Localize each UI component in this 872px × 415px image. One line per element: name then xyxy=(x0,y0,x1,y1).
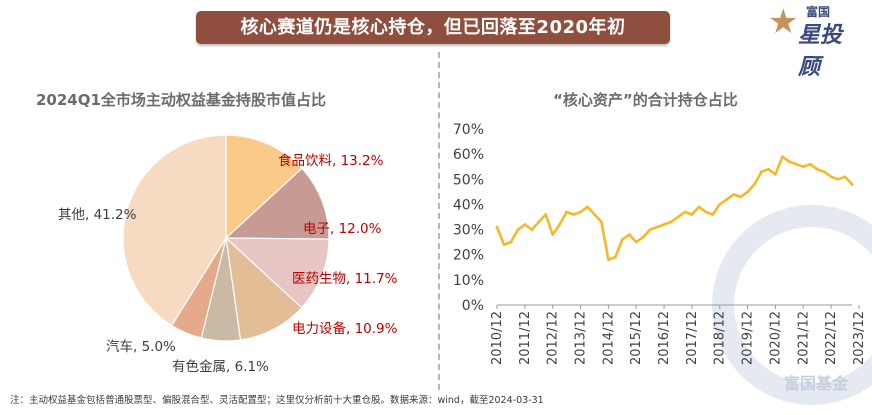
x-tick-label: 2022/12 xyxy=(824,311,839,365)
data-point xyxy=(794,162,798,166)
data-point xyxy=(634,240,638,244)
x-tick-label: 2020/12 xyxy=(768,311,783,365)
data-point xyxy=(544,213,548,216)
data-point xyxy=(781,155,784,159)
star-icon: ★ xyxy=(768,2,799,42)
pie-slice xyxy=(224,167,330,240)
data-point xyxy=(746,190,749,194)
watermark-text: 富国基金 xyxy=(784,374,849,393)
data-point xyxy=(774,172,777,176)
pie-slice-label: 电子, 12.0% xyxy=(303,221,382,237)
x-tick-label: 2019/12 xyxy=(741,311,756,365)
data-point xyxy=(704,210,708,214)
pie-slice-label: 汽车, 5.0% xyxy=(106,338,176,355)
data-point xyxy=(767,167,770,171)
data-point xyxy=(613,255,617,259)
footnote: 注：主动权益基金包括普通股票型、偏股混合型、灵活配置型；这里仅分析前十大重仓股。… xyxy=(10,395,544,406)
data-point xyxy=(648,228,652,231)
data-point xyxy=(739,195,742,199)
data-point xyxy=(683,210,687,214)
data-point xyxy=(572,213,575,216)
x-tick-label: 2015/12 xyxy=(629,311,644,365)
pie-slice xyxy=(225,236,303,341)
data-point xyxy=(655,225,659,229)
logo-main-text: 星投顾 xyxy=(798,23,843,80)
pie-slice-label: 医药生物, 11.7% xyxy=(292,271,398,287)
x-tick-label: 2023/12 xyxy=(852,311,867,365)
data-point xyxy=(836,177,840,181)
y-tick-label: 20% xyxy=(453,248,484,264)
pie-slice-label: 电力设备, 10.9% xyxy=(292,320,398,337)
data-point xyxy=(815,167,819,171)
data-point xyxy=(523,223,527,226)
data-point xyxy=(662,223,666,226)
data-point xyxy=(593,213,596,216)
panel-divider xyxy=(438,52,440,390)
data-point xyxy=(669,220,673,224)
data-point xyxy=(565,210,568,214)
data-point xyxy=(760,170,763,174)
data-point xyxy=(579,210,582,214)
pie-chart: 食品饮料, 13.2% 电子, 12.0% 医药生物, 11.7% 电力设备, 10.… xyxy=(58,134,398,375)
x-tick-label: 2021/12 xyxy=(796,311,811,365)
pie-slice xyxy=(122,134,227,327)
pie-chart-title: 2024Q1全市场主动权益基金持股市值占比 xyxy=(36,91,326,109)
data-point xyxy=(711,213,715,216)
pie-slice-label: 有色金属, 6.1% xyxy=(172,358,269,375)
brand-logo: ★ 富国 星投顾 xyxy=(768,2,860,80)
pie-slice-label: 其他, 41.2% xyxy=(58,207,137,223)
series-line xyxy=(495,155,854,261)
y-tick-label: 50% xyxy=(453,172,484,188)
data-point xyxy=(843,175,847,179)
pie-slice-label: 食品饮料, 13.2% xyxy=(278,152,384,169)
x-tick-label: 2018/12 xyxy=(713,311,728,365)
data-point xyxy=(732,193,736,196)
data-point xyxy=(641,235,645,239)
data-point xyxy=(676,215,680,219)
x-tick-label: 2017/12 xyxy=(685,311,700,365)
line-chart: 0% 10% 20% 30% 40% 50% 60% 70% 2010/12 2011/12 201… xyxy=(453,122,867,365)
pie-slice xyxy=(224,237,330,309)
data-point xyxy=(600,220,603,224)
pie-slice xyxy=(225,134,303,240)
logo-small-text: 富国 xyxy=(806,5,831,19)
data-point xyxy=(502,243,506,247)
data-point xyxy=(551,233,555,236)
data-point xyxy=(607,258,610,262)
headline-banner: 核心赛道仍是核心持仓，但已回落至2020年初 xyxy=(196,11,670,44)
data-point xyxy=(822,170,826,174)
data-point xyxy=(627,233,631,236)
data-point xyxy=(690,213,694,216)
data-point xyxy=(801,165,805,169)
data-point xyxy=(808,162,812,166)
data-point xyxy=(829,175,833,179)
x-tick-label: 2012/12 xyxy=(546,311,561,365)
data-point xyxy=(530,228,534,231)
y-tick-label: 70% xyxy=(453,122,484,138)
line-chart-title: “核心资产”的合计持仓占比 xyxy=(553,91,738,109)
data-point xyxy=(753,182,756,186)
data-point xyxy=(718,203,722,206)
y-tick-label: 30% xyxy=(453,223,484,239)
data-point xyxy=(509,240,513,244)
data-point xyxy=(558,223,561,226)
data-point xyxy=(725,198,729,201)
data-point xyxy=(495,225,499,229)
x-tick-label: 2013/12 xyxy=(574,311,589,365)
x-tick-label: 2011/12 xyxy=(518,311,533,365)
x-tick-label: 2014/12 xyxy=(601,311,616,365)
data-point xyxy=(620,238,624,241)
data-point xyxy=(697,205,701,209)
data-point xyxy=(537,220,541,224)
x-tick-label: 2016/12 xyxy=(657,311,672,365)
y-tick-label: 0% xyxy=(462,298,484,314)
x-tick-label: 2010/12 xyxy=(490,311,505,365)
data-point xyxy=(788,160,791,164)
data-point xyxy=(586,205,589,209)
data-point xyxy=(516,228,520,231)
y-tick-label: 60% xyxy=(453,147,484,163)
y-tick-label: 40% xyxy=(453,197,484,213)
data-point xyxy=(850,182,854,186)
y-tick-label: 10% xyxy=(453,273,484,289)
